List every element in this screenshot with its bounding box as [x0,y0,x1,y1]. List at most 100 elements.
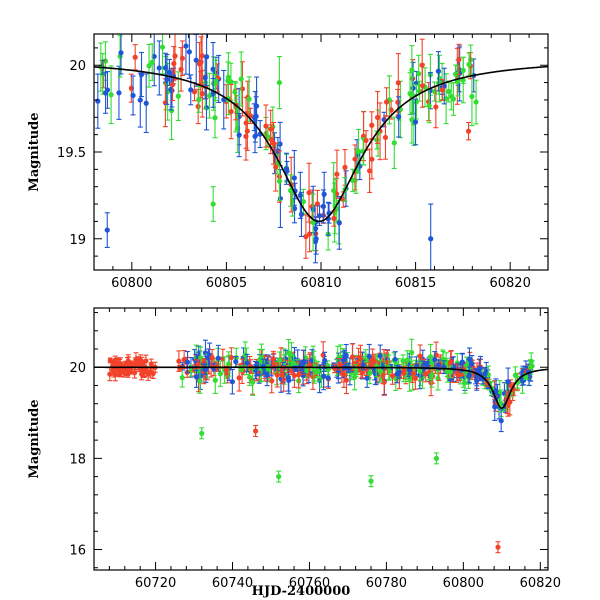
top-panel: 60800 60805 60810 60815 60820 19 19.5 20 Magnitu… [27,33,549,291]
data-point-green [360,137,366,166]
data-point-blue [210,77,216,108]
data-point-green [447,365,454,379]
x-tick-label: 60760 [289,576,330,591]
data-point-blue [130,75,136,116]
data-point-blue [322,351,328,370]
data-point-blue [116,65,122,120]
x-axis-label: HJD-2400000 [252,584,351,599]
data-point-blue [298,191,305,238]
data-point-red [169,68,176,102]
data-point-green [462,371,468,394]
bottom-plot-frame [93,307,549,571]
data-point-blue [203,84,210,131]
data-point-green [460,56,466,85]
data-point-blue [188,74,194,106]
data-point-green [226,351,232,377]
data-point-blue [203,34,210,86]
data-point-green [409,338,415,367]
data-point-green [217,360,223,387]
data-point-green [149,43,155,81]
data-point-blue [396,96,402,138]
data-point-green [210,186,216,222]
y-axis-label: Magnitude [27,399,42,478]
data-point-blue [118,34,124,75]
y-axis-label: Magnitude [27,112,42,191]
data-point-green [417,361,423,381]
data-point-blue [236,112,242,158]
data-point-green [448,82,454,111]
data-point-red [138,354,144,367]
data-point-red [331,210,337,227]
data-point-green [159,34,166,75]
data-point-green [466,52,472,77]
data-point-green [238,51,244,107]
data-point-green [433,452,440,465]
y-tick-label: 19.5 [57,146,86,161]
data-point-green [352,364,359,376]
data-point-red [132,44,138,71]
data-point-red [369,139,375,180]
data-point-green [391,116,397,170]
data-point-blue [184,351,191,374]
data-point-red [374,90,381,144]
data-point-green [416,54,422,93]
data-point-red [140,369,146,378]
data-point-red [112,367,118,382]
data-point-blue [244,353,250,373]
x-tick-label: 60820 [520,576,561,591]
y-tick-label: 16 [69,543,86,558]
data-point-green [315,360,321,382]
data-point-green [196,86,202,113]
data-point-red [349,343,356,371]
top-plot-area [94,34,548,270]
data-point-green [409,45,415,96]
data-point-green [232,80,238,104]
bottom-panel: 60720 60740 60760 60780 60800 60820 16 18 20 Magn… [27,307,561,599]
y-tick-label: 19 [69,233,86,248]
data-point-blue [104,71,111,109]
data-point-blue [336,195,342,250]
data-point-blue [428,203,434,270]
data-point-red [107,357,113,364]
data-point-red [244,111,250,151]
x-tick-label: 60740 [212,576,253,591]
data-point-green [473,79,479,125]
data-point-red [209,348,215,367]
data-point-red [228,83,234,140]
data-point-blue [394,364,400,384]
data-point-blue [412,98,419,146]
data-point-blue [253,96,259,137]
data-point-blue [137,72,143,128]
data-point-blue [104,212,110,248]
x-tick-label: 60720 [135,576,176,591]
model-curve [94,65,548,223]
data-point-blue [285,363,291,392]
data-point-red [465,121,472,141]
data-point-green [310,193,316,252]
data-point-red [456,43,462,76]
data-point-blue [297,171,303,219]
data-point-red [239,61,246,117]
model-curve [94,366,548,410]
data-point-red [279,365,285,385]
data-point-red [252,425,259,438]
data-point-blue [143,73,149,134]
data-point-green [276,56,282,110]
data-point-blue [321,171,327,217]
data-point-green [426,88,432,124]
data-point-green [257,348,263,371]
data-point-blue [186,34,192,79]
x-tick-label: 60810 [300,276,341,291]
data-point-green [276,470,282,483]
data-point-green [117,35,123,78]
x-tick-label: 60780 [366,576,407,591]
data-point-red [296,361,302,389]
data-point-red [195,88,201,125]
data-point-green [377,360,384,383]
data-point-blue [138,51,145,98]
y-tick-label: 20 [69,361,86,376]
data-point-blue [183,34,189,75]
data-point-green [287,174,294,207]
data-point-green [199,427,205,440]
